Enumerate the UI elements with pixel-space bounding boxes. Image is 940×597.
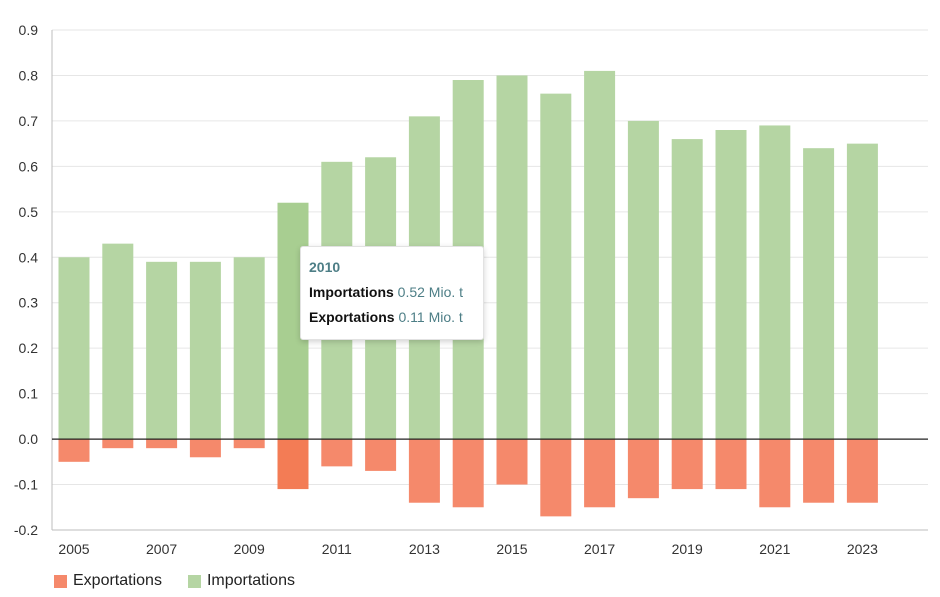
y-tick-label: 0.5 <box>19 204 39 220</box>
y-tick-label: -0.2 <box>14 522 38 538</box>
bar-exportations-2008 <box>189 439 221 458</box>
tooltip-series-value: 0.11 Mio. t <box>398 309 463 325</box>
x-tick-label: 2015 <box>496 541 527 557</box>
x-tick-label: 2019 <box>672 541 703 557</box>
tooltip-series-name: Exportations <box>309 309 395 325</box>
x-tick-label: 2023 <box>847 541 878 557</box>
bars <box>58 70 878 517</box>
bar-importations-2022 <box>803 148 835 440</box>
y-tick-label: 0.7 <box>19 113 39 129</box>
bar-importations-2018 <box>627 120 659 440</box>
bar-exportations-2021 <box>759 439 791 508</box>
bar-exportations-2020 <box>715 439 747 490</box>
bar-exportations-2023 <box>846 439 878 503</box>
bar-exportations-2014 <box>452 439 484 508</box>
x-axis: 2005 2007 2009 2011 2013 2015 2017 2019 2021 2023 <box>52 438 928 557</box>
y-tick-label: 0.6 <box>19 158 39 174</box>
y-tick-label: 0.3 <box>19 295 39 311</box>
legend-item-importations[interactable]: Importations <box>187 572 295 590</box>
bar-importations-2023 <box>846 143 878 440</box>
tooltip: 2010 Importations 0.52 Mio. t Exportatio… <box>300 246 484 340</box>
grid-lines <box>52 29 928 531</box>
y-tick-label: -0.1 <box>14 477 38 493</box>
bar-exportations-2015 <box>496 439 528 485</box>
bar-exportations-2006 <box>102 439 134 449</box>
x-tick-label: 2013 <box>409 541 440 557</box>
x-tick-label: 2009 <box>234 541 265 557</box>
legend-swatch <box>54 574 67 588</box>
bar-exportations-2010 <box>277 439 309 490</box>
y-tick-label: 0.9 <box>19 22 39 38</box>
bar-importations-2021 <box>759 125 791 440</box>
y-tick-label: 0.0 <box>19 431 39 447</box>
legend-item-exportations[interactable]: Exportations <box>54 572 162 590</box>
legend-label: Exportations <box>73 572 162 589</box>
legend: Exportations Importations <box>54 572 295 590</box>
y-tick-label: 0.2 <box>19 340 39 356</box>
bar-importations-2016 <box>540 93 572 440</box>
x-tick-label: 2005 <box>58 541 89 557</box>
legend-label: Importations <box>206 572 295 589</box>
x-tick-label: 2007 <box>146 541 177 557</box>
bar-importations-2015 <box>496 75 528 440</box>
bar-exportations-2007 <box>146 439 178 449</box>
y-tick-label: 0.4 <box>19 249 39 265</box>
bar-exportations-2012 <box>365 439 397 471</box>
bar-importations-2017 <box>584 70 616 440</box>
bar-exportations-2005 <box>58 439 90 462</box>
bar-importations-2008 <box>189 261 221 440</box>
bar-exportations-2013 <box>408 439 440 503</box>
bar-importations-2005 <box>58 257 90 440</box>
bar-chart: 0.9 0.8 0.7 0.6 0.5 0.4 0.3 0.2 0.1 0.0 -0.1 -0.2 2… <box>14 22 928 557</box>
bar-exportations-2017 <box>584 439 616 508</box>
bar-importations-2007 <box>146 261 178 440</box>
tooltip-series-name: Importations <box>309 284 394 300</box>
bar-exportations-2011 <box>321 439 353 467</box>
bar-importations-2020 <box>715 130 747 440</box>
legend-swatch <box>187 574 201 588</box>
tooltip-row-exportations: Exportations 0.11 Mio. t <box>309 309 475 325</box>
tooltip-series-value: 0.52 Mio. t <box>397 284 464 300</box>
bar-exportations-2009 <box>233 439 265 449</box>
bar-importations-2019 <box>671 139 703 440</box>
bar-exportations-2016 <box>540 439 572 517</box>
bar-exportations-2022 <box>803 439 835 503</box>
y-tick-label: 0.8 <box>19 67 39 83</box>
tooltip-row-importations: Importations 0.52 Mio. t <box>309 284 475 300</box>
x-tick-label: 2021 <box>759 541 790 557</box>
bar-importations-2009 <box>233 257 265 440</box>
y-axis: 0.9 0.8 0.7 0.6 0.5 0.4 0.3 0.2 0.1 0.0 -0.1 -0.2 <box>14 22 53 538</box>
bar-exportations-2018 <box>627 439 659 499</box>
y-tick-label: 0.1 <box>19 386 39 402</box>
tooltip-title: 2010 <box>309 259 341 275</box>
bar-exportations-2019 <box>671 439 703 490</box>
bar-importations-2006 <box>102 243 134 440</box>
x-tick-label: 2017 <box>584 541 615 557</box>
x-tick-label: 2011 <box>322 541 352 557</box>
